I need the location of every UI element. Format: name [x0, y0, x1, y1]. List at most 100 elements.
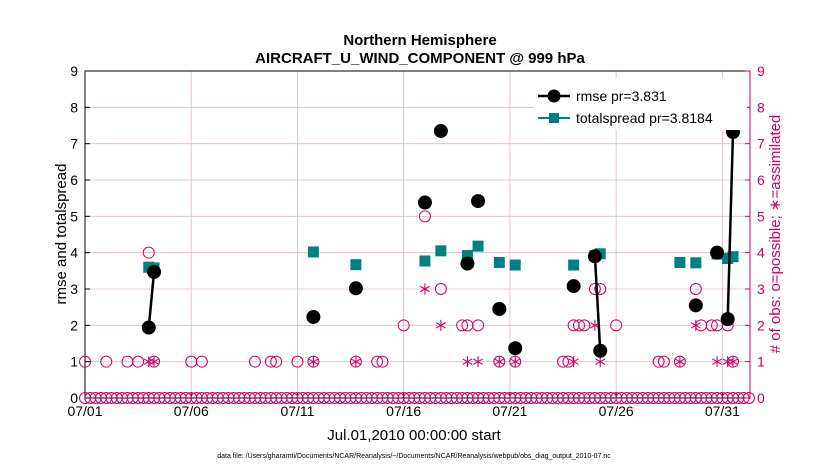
obs-possible-point [142, 246, 155, 259]
y-axis-label: rmse and totalspread [53, 164, 70, 305]
y2-axis-label: # of obs: o=possible; ∗=assimilated [767, 115, 784, 354]
obs-possible-point [594, 283, 607, 295]
obs-assimilated-point [595, 356, 606, 368]
rmse-point [460, 256, 475, 271]
obs-assimilated-point [462, 356, 473, 368]
y2-tick-label: 3 [757, 281, 765, 297]
y-tick-label: 6 [70, 172, 78, 188]
rmse-point [348, 281, 363, 296]
rmse-point [492, 301, 507, 316]
obs-assimilated-point [435, 319, 446, 331]
chart-subtitle: AIRCRAFT_U_WIND_COMPONENT @ 999 hPa [255, 50, 585, 67]
obs-possible-point [705, 319, 718, 332]
y2-tick-label: 2 [757, 317, 765, 333]
asterisk-stroke [690, 322, 701, 329]
rmse-point [710, 245, 725, 260]
obs-possible-point [689, 283, 702, 295]
totalspread-point [727, 251, 739, 263]
rmse-point [417, 195, 432, 210]
obs-assimilated-point [308, 356, 319, 368]
data-file-footnote: data file: /Users/gharamti/Documents/NCA… [217, 453, 611, 460]
obs-assimilated-point [510, 356, 521, 368]
totalspread-point [307, 246, 319, 258]
y2-tick-label: 4 [757, 245, 765, 261]
x-tick-label: 07/11 [280, 403, 314, 419]
asterisk-stroke [510, 358, 521, 365]
chart-title: Northern Hemisphere [343, 32, 496, 49]
obs-zero-point [737, 392, 750, 404]
totalspread-point [568, 259, 580, 271]
obs-possible-point [264, 355, 277, 368]
y-tick-label: 5 [70, 208, 78, 224]
rmse-point [688, 298, 703, 313]
rmse-point [147, 264, 162, 279]
rmse-point [587, 249, 602, 264]
y2-tick-label: 7 [757, 136, 765, 152]
obs-assimilated-point [690, 319, 701, 331]
rmse-point [508, 341, 523, 356]
x-tick-label: 07/16 [386, 403, 421, 419]
totalspread-point [493, 256, 505, 268]
asterisk-stroke [350, 358, 361, 365]
obs-assimilated-point [568, 356, 579, 368]
obs-assimilated-point [727, 356, 739, 368]
legend-totalspread-label: totalspread pr=3.8184 [576, 110, 713, 126]
rmse-point [566, 279, 581, 294]
asterisk-stroke [462, 358, 473, 365]
obs-possible-point [557, 355, 570, 368]
obs-possible-point [132, 355, 145, 368]
obs-possible-point [195, 355, 208, 368]
y-tick-label: 0 [70, 390, 78, 406]
obs-assimilated-point [712, 356, 723, 368]
rmse-line [593, 256, 602, 351]
x-tick-label: 07/01 [67, 403, 102, 419]
obs-possible-point [434, 283, 447, 295]
x-tick-label: 07/06 [174, 403, 209, 419]
asterisk-stroke [472, 358, 484, 365]
legend-rmse-label: rmse pr=3.831 [576, 88, 667, 104]
rmse-point [720, 312, 735, 327]
rmse-line [147, 271, 156, 328]
x-axis-label: Jul.01,2010 00:00:00 start [327, 427, 501, 444]
obs-possible-point [418, 210, 431, 223]
y2-tick-label: 0 [757, 390, 765, 406]
totalspread-point [350, 259, 362, 271]
x-axis: 07/01 07/06 07/11 07/16 07/21 07/26 07/31 [67, 393, 740, 419]
asterisk-stroke [435, 322, 446, 329]
asterisk-stroke [712, 358, 723, 365]
legend: rmse pr=3.831 totalspread pr=3.8184 [534, 78, 747, 130]
rmse-point [433, 123, 448, 138]
obs-possible-point [100, 355, 113, 368]
legend-rmse-marker [547, 89, 561, 103]
y-tick-label: 7 [70, 136, 78, 152]
obs-possible-point [397, 319, 410, 332]
obs-possible-point [371, 355, 384, 368]
obs-possible-point [472, 319, 485, 332]
totalspread-point [674, 256, 686, 268]
totalspread-point [509, 259, 521, 271]
y-tick-label: 8 [70, 99, 78, 115]
x-tick-label: 07/31 [705, 403, 740, 419]
right-axis: 0 1 2 3 4 5 6 7 8 9 [745, 63, 765, 406]
y2-tick-label: 8 [757, 99, 765, 115]
y-tick-label: 4 [70, 245, 78, 261]
obs-possible-point [572, 319, 585, 332]
grid [85, 71, 750, 398]
asterisk-stroke [419, 285, 430, 293]
asterisk-stroke [494, 358, 505, 365]
obs-assimilated-point [419, 283, 430, 295]
asterisk-stroke [674, 358, 685, 365]
obs-zero-point [742, 392, 755, 404]
totalspread-point [419, 255, 431, 267]
obs-assimilated-point [494, 356, 505, 368]
x-tick-label: 07/26 [599, 403, 634, 419]
obs-assimilated-point [674, 356, 685, 368]
y2-tick-label: 6 [757, 172, 765, 188]
legend-totalspread-symbol [538, 113, 570, 123]
obs-possible-point [376, 355, 389, 368]
obs-possible-point [456, 319, 469, 332]
obs-assimilated-point [472, 356, 484, 368]
obs-possible-point [291, 355, 304, 368]
y-tick-label: 1 [70, 354, 78, 370]
